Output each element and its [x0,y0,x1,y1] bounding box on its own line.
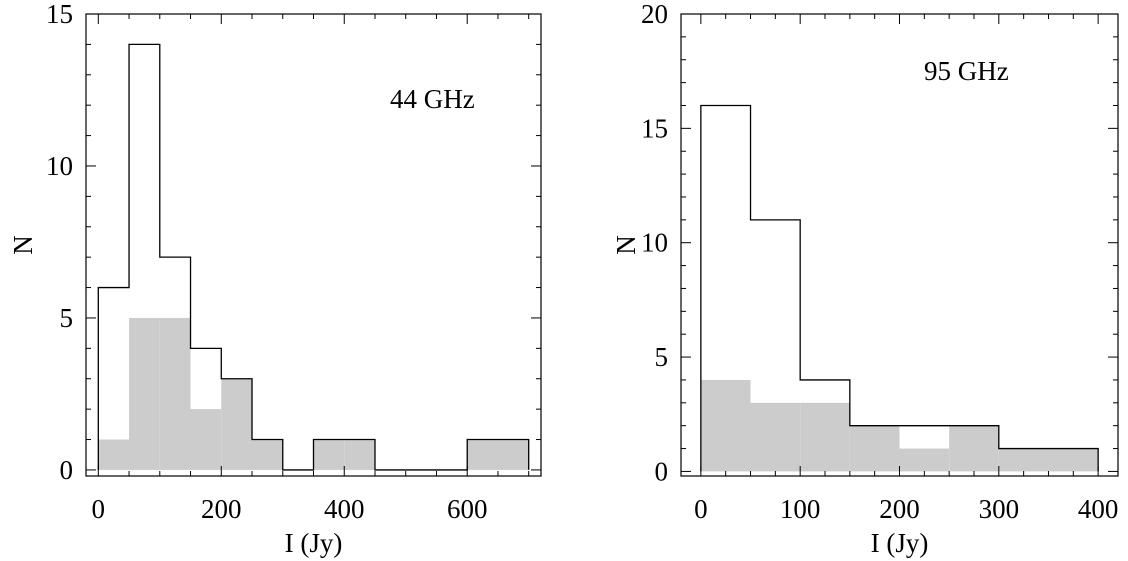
y-tick-label: 0 [655,456,669,486]
outline-histogram [97,43,530,471]
filled-bar [497,439,529,470]
x-tick-label: 0 [92,494,106,524]
y-tick-label: 20 [641,0,668,29]
x-tick-label: 400 [324,494,365,524]
y-tick-label: 5 [60,303,74,333]
filled-bar [998,448,1049,472]
filled-bar [344,439,375,470]
filled-bar [467,439,498,470]
filled-bar [700,379,751,472]
y-tick-label: 10 [641,228,668,258]
y-tick-label: 0 [60,455,74,485]
y-tick-label: 15 [46,0,73,29]
x-tick-label: 200 [201,494,242,524]
filled-bar [252,439,283,470]
x-axis-label: I (Jy) [285,528,343,558]
filled-bar [750,402,801,472]
filled-bar [313,439,345,470]
filled-bar [129,317,160,470]
filled-bar [190,409,222,470]
y-tick-label: 15 [641,113,668,143]
y-tick-label: 5 [655,342,669,372]
y-axis-label: N [8,235,38,255]
frequency-annotation: 44 GHz [390,84,475,114]
y-tick-label: 10 [46,151,73,181]
filled-bar [849,425,900,472]
y-axis-label: N [611,235,641,255]
x-tick-label: 400 [1078,494,1119,524]
x-tick-label: 0 [694,494,708,524]
filled-bar [159,317,191,470]
outline-histogram [700,104,1099,472]
x-tick-label: 600 [447,494,488,524]
filled-bar [800,402,850,472]
frequency-annotation: 95 GHz [924,56,1009,86]
filled-bar [949,425,999,472]
histogram-panel-1: 0 200 400 600 0 5 10 15 I (Jy) N 44 GHz [8,0,542,558]
filled-bar [221,378,253,470]
filled-bar [899,448,950,472]
x-axis-label: I (Jy) [871,528,929,558]
x-tick-label: 200 [879,494,920,524]
x-tick-label: 300 [979,494,1020,524]
filled-bar [98,439,130,470]
filled-bar [1048,448,1099,472]
histogram-panel-2: 0 100 200 300 400 0 5 10 15 20 I (Jy) N 95 GHz [611,0,1119,558]
x-tick-label: 100 [780,494,821,524]
